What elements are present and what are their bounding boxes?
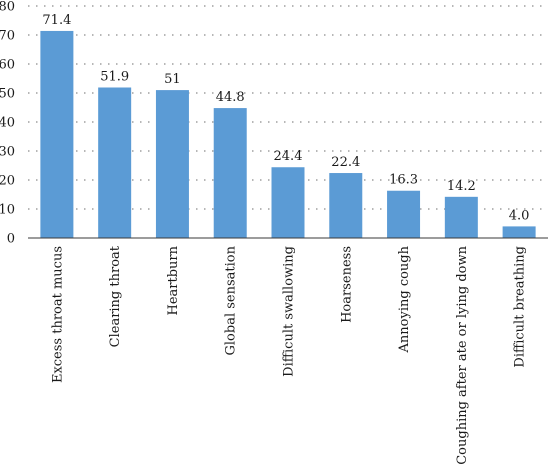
bar (155, 90, 189, 238)
bar (329, 173, 363, 238)
y-tick-label: 10 (0, 203, 15, 218)
bar (98, 87, 132, 239)
y-tick-labels: 0 10 20 30 40 50 60 70 80 (0, 0, 15, 247)
category-label: Coughing after ate or lying down (455, 245, 470, 464)
data-label: 71.4 (42, 13, 71, 28)
category-label: Excess throat mucus (50, 246, 65, 383)
data-label: 14.2 (447, 179, 476, 194)
bar (40, 30, 74, 238)
data-label: 44.8 (216, 90, 245, 105)
bar (213, 108, 247, 238)
data-label: 51 (164, 72, 181, 87)
y-tick-label: 0 (7, 232, 15, 247)
category-label: Annoying cough (397, 245, 412, 353)
data-labels: 71.4 51.9 51 44.8 24.4 22.4 16.3 14.2 4.0 (42, 13, 529, 223)
category-label: Difficult breathing (513, 246, 528, 368)
category-label: Hoarseness (339, 246, 354, 323)
category-labels: Excess throat mucus Clearing throat Heartb… (50, 245, 527, 465)
bar (444, 196, 478, 238)
category-label: Clearing throat (108, 245, 123, 347)
bars (40, 30, 536, 239)
data-label: 24.4 (274, 149, 303, 164)
bar (502, 226, 536, 238)
y-tick-label: 40 (0, 116, 15, 131)
y-tick-label: 70 (0, 29, 15, 44)
bar (387, 190, 421, 238)
y-tick-label: 50 (0, 87, 15, 102)
data-label: 22.4 (331, 155, 360, 170)
y-tick-label: 60 (0, 58, 15, 73)
category-label: Global sensation (224, 245, 239, 355)
category-label: Difficult swallowing (282, 246, 297, 377)
data-label: 4.0 (509, 208, 530, 223)
y-tick-label: 80 (0, 0, 15, 15)
data-label: 51.9 (100, 69, 129, 84)
y-tick-label: 30 (0, 145, 15, 160)
bar (271, 167, 305, 238)
data-label: 16.3 (389, 173, 418, 188)
category-label: Heartburn (166, 245, 181, 315)
y-tick-label: 20 (0, 174, 15, 189)
